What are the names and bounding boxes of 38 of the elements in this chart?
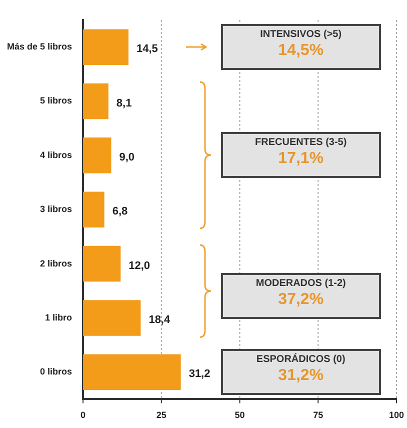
annotation: FRECUENTES (3-5) bbox=[254, 137, 348, 148]
annotation: 37,2% bbox=[277, 291, 325, 310]
y-tick-label: 4 libros bbox=[40, 150, 72, 160]
x-tick-label: 25 bbox=[156, 410, 166, 420]
annotation: INTENSIVOS (>5) bbox=[259, 29, 343, 40]
text-box: MODERADOS (1-2) 37,2% bbox=[220, 273, 381, 320]
y-tick-label: 2 libros bbox=[40, 258, 72, 268]
bar bbox=[83, 246, 121, 282]
data-label: 18,4 bbox=[148, 314, 171, 326]
bar bbox=[83, 300, 141, 336]
y-tick-label: 5 libros bbox=[40, 96, 72, 106]
annotation: ESPORÁDICOS (0) bbox=[255, 354, 346, 366]
x-tick-label: 0 bbox=[80, 410, 86, 420]
annotation: MODERADOS (1-2) bbox=[254, 278, 347, 290]
y-tick-label: 0 libros bbox=[40, 366, 72, 377]
data-label: 9,0 bbox=[119, 151, 135, 164]
y-tick-label: 3 libros bbox=[40, 204, 72, 214]
y-tick-label: Más de 5 libros bbox=[6, 42, 72, 52]
x-tick-label: 100 bbox=[388, 410, 404, 420]
data-label: 31,2 bbox=[188, 368, 210, 380]
text-box: FRECUENTES (3-5) 17,1% bbox=[220, 132, 381, 178]
y-tick-label: 1 libro bbox=[45, 312, 73, 322]
data-label: 6,8 bbox=[112, 206, 128, 218]
annotation: 17,1% bbox=[277, 150, 325, 168]
annotation: 31,2% bbox=[277, 367, 325, 386]
x-tick-label: 75 bbox=[313, 410, 324, 420]
data-label: 12,0 bbox=[128, 260, 150, 272]
bar bbox=[83, 29, 128, 65]
bar bbox=[83, 354, 181, 390]
x-tick-label: 50 bbox=[234, 410, 245, 420]
data-label: 14,5 bbox=[136, 43, 158, 56]
text-box: ESPORÁDICOS (0) 31,2% bbox=[220, 349, 381, 396]
data-label: 8,1 bbox=[116, 97, 132, 110]
bar bbox=[83, 192, 104, 228]
bar bbox=[83, 138, 112, 174]
annotation: 14,5% bbox=[277, 42, 325, 60]
text-box: INTENSIVOS (>5) 14,5% bbox=[220, 24, 381, 70]
bar bbox=[83, 83, 108, 120]
